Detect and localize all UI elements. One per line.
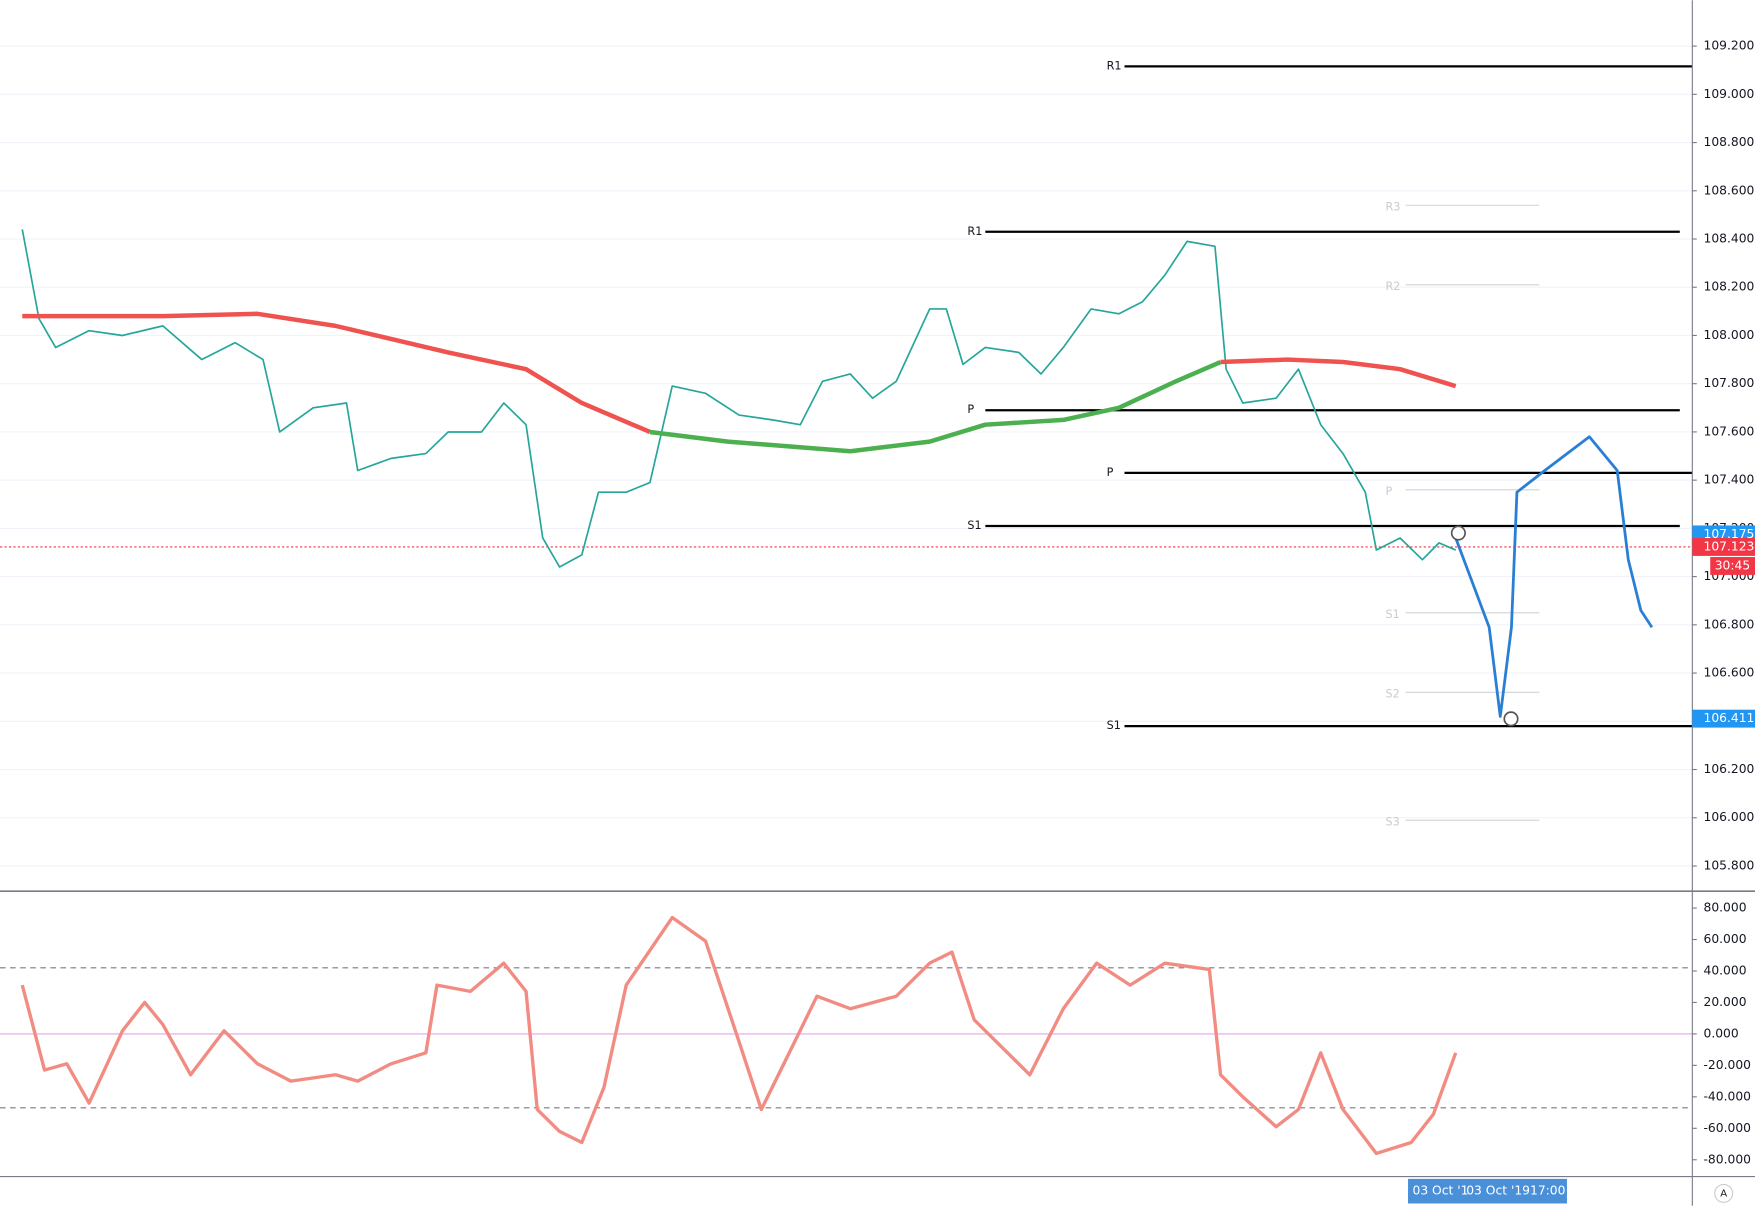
y-tick-label: -60.000 — [1704, 1121, 1751, 1135]
y-tick-label: 105.800 — [1704, 858, 1755, 872]
forecast-marker — [1450, 525, 1466, 541]
pivot-label: P — [1385, 485, 1392, 498]
pivot-label: P — [1107, 466, 1114, 479]
pivot-label: P — [967, 403, 974, 416]
auto-scale-button[interactable] — [1714, 1183, 1734, 1203]
y-tick-label: 106.800 — [1704, 617, 1755, 631]
pivot-label: R1 — [967, 225, 982, 238]
y-tick-label: 80.000 — [1704, 901, 1747, 915]
y-tick-label: 109.000 — [1704, 87, 1755, 101]
y-tick-label: -80.000 — [1704, 1152, 1751, 1166]
pivot-label: R2 — [1385, 280, 1400, 293]
pivot-label: S3 — [1385, 815, 1399, 828]
y-tick-label: -40.000 — [1704, 1089, 1751, 1103]
y-tick-label: -20.000 — [1704, 1058, 1751, 1072]
y-tick-label: 107.400 — [1704, 473, 1755, 487]
pivot-label: R3 — [1385, 200, 1400, 213]
y-tick-label: 108.000 — [1704, 328, 1755, 342]
y-tick-label: 107.800 — [1704, 376, 1755, 390]
price-tag-label: 107.123 — [1704, 539, 1755, 553]
price-tag — [1692, 537, 1755, 556]
y-tick-label: 106.600 — [1704, 666, 1755, 680]
axes: 105.800106.000106.200106.400106.600106.8… — [1692, 39, 1755, 1166]
price-tag-label: 107.175 — [1704, 527, 1755, 541]
forecast-marker — [1503, 711, 1519, 727]
plot: R1 R1 P P S1 S1 R3 R2 P S1 S2 S3 — [0, 59, 1693, 1156]
series-line — [649, 359, 1222, 454]
pivot-label: S1 — [1107, 719, 1121, 732]
y-tick-label: 106.200 — [1704, 762, 1755, 776]
y-tick-label: 109.200 — [1704, 39, 1755, 53]
y-tick-label: 108.400 — [1704, 232, 1755, 246]
y-tick-label: 108.200 — [1704, 280, 1755, 294]
y-tick-label: 60.000 — [1704, 932, 1747, 946]
series-line — [22, 311, 1457, 435]
series-line — [20, 915, 1458, 1156]
y-tick-label: 107.600 — [1704, 424, 1755, 438]
y-tick-label: 40.000 — [1704, 963, 1747, 977]
y-tick-label: 20.000 — [1704, 995, 1747, 1009]
countdown: 30:45 — [1715, 558, 1750, 572]
pivot-label: S1 — [967, 519, 981, 532]
time-label: 17:00 — [1530, 1184, 1565, 1198]
time-label: 03 Oct '1 — [1413, 1184, 1469, 1198]
pivot-label: R1 — [1107, 59, 1122, 72]
y-tick-label: 0.000 — [1704, 1026, 1739, 1040]
price-tag — [1692, 709, 1755, 728]
y-tick-label: 108.800 — [1704, 135, 1755, 149]
time-label: 03 Oct '19 — [1466, 1184, 1530, 1198]
pivot-label: S2 — [1385, 688, 1399, 701]
price-tag-label: 106.411 — [1704, 711, 1755, 725]
pivot-label: S1 — [1385, 608, 1399, 621]
y-tick-label: 108.600 — [1704, 183, 1755, 197]
crosshair-time-box — [1408, 1178, 1567, 1204]
auto-scale-label[interactable]: A — [1720, 1188, 1727, 1199]
countdown-box — [1710, 557, 1755, 575]
series-line — [21, 229, 1457, 568]
y-tick-label: 106.000 — [1704, 810, 1755, 824]
grid — [0, 45, 1693, 867]
series-line — [1454, 435, 1654, 718]
